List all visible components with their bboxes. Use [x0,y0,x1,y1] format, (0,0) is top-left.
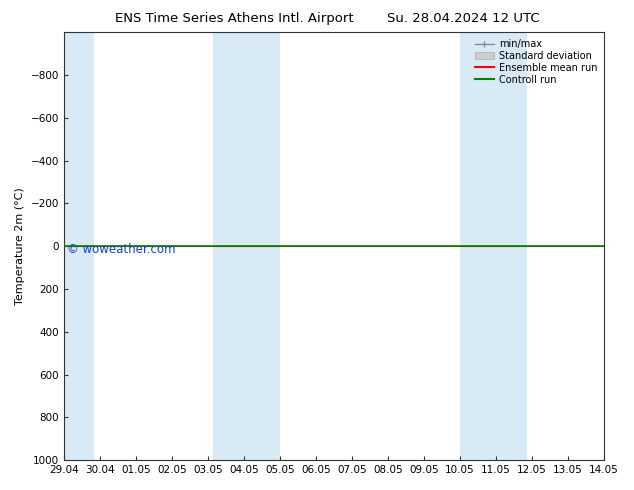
Bar [64,32,94,460]
Text: © woweather.com: © woweather.com [67,243,175,256]
Legend: min/max, Standard deviation, Ensemble mean run, Controll run: min/max, Standard deviation, Ensemble me… [472,37,599,87]
Y-axis label: Temperature 2m (°C): Temperature 2m (°C) [15,187,25,305]
Bar [460,32,496,460]
Bar [496,32,527,460]
Text: ENS Time Series Athens Intl. Airport: ENS Time Series Athens Intl. Airport [115,12,354,25]
Bar [244,32,280,460]
Bar [213,32,244,460]
Text: Su. 28.04.2024 12 UTC: Su. 28.04.2024 12 UTC [387,12,539,25]
